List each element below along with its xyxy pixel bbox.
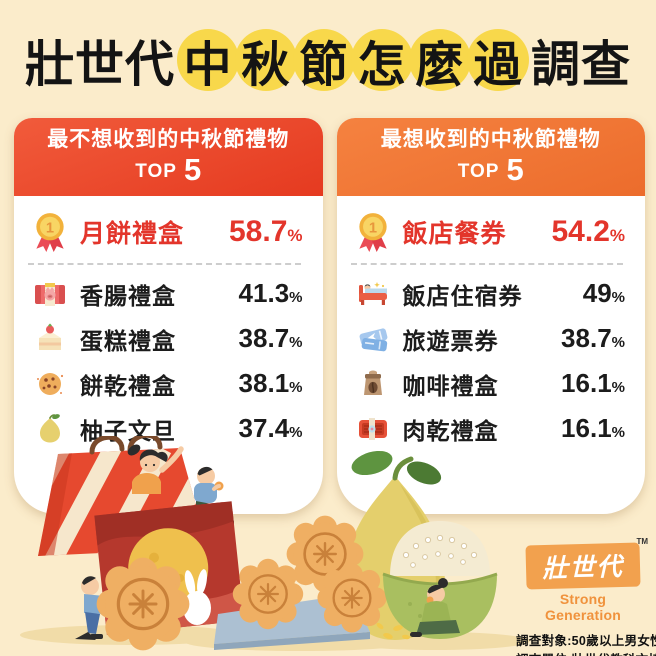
unwanted-gift-list: 1 月餅禮盒 58.7% 香腸禮盒 41.3% [14,196,323,451]
panel-wanted-header: 最想收到的中秋節禮物 TOP 5 [336,118,645,196]
panel-unwanted-title: 最不想收到的中秋節禮物 [47,128,290,151]
title-highlight-char: 怎 [351,29,413,92]
cake-slice-icon [26,322,74,356]
list-item: 香腸禮盒 41.3% [26,271,303,316]
sitting-woman-illustration [410,578,460,637]
cookie-icon [26,367,74,401]
title-highlight-char: 節 [293,29,355,92]
title-highlight-char: 秋 [235,29,297,92]
brand-footer: 壯世代 TM Strong Generation 調查對象:50歲以上男女性 調… [516,537,656,656]
logo-english-text: Strong Generation [545,591,621,623]
panel-wanted-title: 最想收到的中秋節禮物 [380,128,601,151]
list-item: 旅遊票券 38.7% [349,316,625,361]
jerky-box-icon [349,412,397,446]
percentage-value: 37.4% [238,413,303,443]
percentage-value: 41.3% [238,278,303,308]
survey-org-note: 調查單位:壯世代教科文協會 [516,651,656,656]
big-mooncake-illustration [95,556,191,652]
list-item: 1 飯店餐券 54.2% [349,204,625,260]
gold-medal-icon: 1 [26,211,74,253]
rabbit-illustration [183,569,211,625]
sausage-gift-box-icon [26,277,74,311]
wanted-gift-list: 1 飯店餐券 54.2% 飯店住宿券 49% 旅 [337,196,646,451]
panel-wanted-gifts: 最想收到的中秋節禮物 TOP 5 1 飯店餐券 54.2% [336,118,646,514]
panel-wanted-top5: TOP 5 [457,152,524,188]
list-item: 咖啡禮盒 16.1% [349,361,625,406]
dashed-divider [28,263,301,265]
list-item: 1 月餅禮盒 58.7% [26,204,303,260]
percentage-value: 38.7% [561,323,625,353]
percentage-value: 38.1% [238,368,303,398]
title-prefix: 壯世代 [24,37,175,92]
percentage-value: 54.2% [551,215,625,248]
list-item: 飯店住宿券 49% [349,271,625,316]
coffee-bag-icon [349,367,397,401]
percentage-value: 49% [582,278,625,308]
strong-generation-logo: 壯世代 TM [525,537,648,590]
panel-unwanted-top5: TOP 5 [135,152,202,188]
logo-brush-box: 壯世代 [525,542,641,590]
svg-text:1: 1 [46,221,54,237]
list-item: 肉乾禮盒 16.1% [349,406,625,451]
pomelo-icon [26,412,74,446]
dashed-divider [350,263,623,265]
panel-unwanted-gifts: 最不想收到的中秋節禮物 TOP 5 1 月餅禮盒 58.7% [14,118,323,514]
hotel-bed-icon [349,277,397,311]
ranking-panels: 最不想收到的中秋節禮物 TOP 5 1 月餅禮盒 58.7% [14,118,645,514]
list-item: 蛋糕禮盒 38.7% [26,316,303,361]
panel-unwanted-header: 最不想收到的中秋節禮物 TOP 5 [14,118,323,196]
osmanthus-petals [376,622,410,640]
logo-cjk-text: 壯世代 [542,552,624,584]
ground-shadows [20,625,530,651]
percentage-value: 16.1% [561,368,625,398]
title-highlight-char: 過 [467,29,529,92]
travel-tickets-icon [349,322,397,356]
mooncake-box-illustration [94,501,245,635]
trademark-mark: TM [636,537,648,546]
svg-text:1: 1 [368,221,376,237]
title-highlight-char: 中 [177,29,239,92]
mooncakes-plate-illustration [214,514,410,650]
pushing-man-illustration [75,576,123,640]
gold-medal-icon: 1 [349,211,397,253]
percentage-value: 38.7% [238,323,303,353]
pomelo-bowl-illustration [382,521,498,639]
page-title: 壯世代 中 秋 節 怎 麼 過 調查 [0,16,656,104]
percentage-value: 58.7% [228,215,303,248]
list-item: 餅乾禮盒 38.1% [26,361,303,406]
title-highlight-char: 麼 [409,29,471,92]
survey-subjects-note: 調查對象:50歲以上男女性 [516,634,656,648]
title-suffix: 調查 [531,37,632,92]
survey-notes: 調查對象:50歲以上男女性 調查單位:壯世代教科文協會 [516,632,656,656]
percentage-value: 16.1% [561,413,625,443]
list-item: 柚子文旦 37.4% [26,406,303,451]
